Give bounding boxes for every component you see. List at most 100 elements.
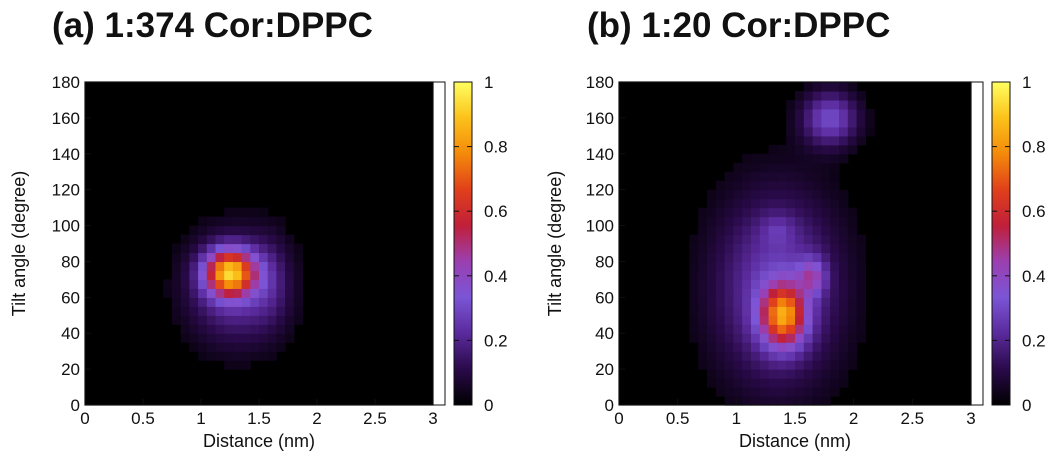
colorbar-tick-label: 0.8	[484, 138, 508, 157]
heatmap-cell	[198, 252, 208, 263]
heatmap-cell	[180, 297, 190, 307]
heatmap-cell	[172, 279, 182, 289]
heatmap-cell	[768, 270, 778, 280]
heatmap-cell	[285, 333, 295, 343]
heatmap-cell	[724, 180, 734, 191]
heatmap-cell	[751, 396, 761, 406]
heatmap-cell	[786, 342, 796, 352]
heatmap-cell	[232, 306, 243, 316]
x-tick-label: 3	[428, 409, 437, 428]
heatmap-cell	[733, 297, 743, 307]
y-tick-label: 180	[52, 73, 80, 92]
heatmap-cell	[232, 234, 243, 245]
heatmap-cell	[250, 342, 260, 352]
heatmap-cell	[795, 225, 805, 236]
heatmap-cell	[285, 297, 295, 307]
heatmap-cell	[250, 270, 260, 280]
y-tick-label: 60	[61, 288, 80, 307]
heatmap-cell	[795, 135, 805, 146]
heatmap-cell	[733, 324, 743, 334]
heatmap-cell	[724, 225, 734, 236]
heatmap-cell	[733, 216, 743, 227]
heatmap-cell	[803, 135, 814, 146]
heatmap-cell	[839, 324, 849, 334]
heatmap-cell	[267, 315, 277, 325]
heatmap-cell	[707, 207, 717, 218]
heatmap-cell	[742, 288, 752, 298]
heatmap-cell	[812, 261, 822, 272]
plot-edge-strip	[970, 81, 984, 406]
heatmap-cell	[847, 324, 858, 334]
heatmap-cell	[224, 315, 234, 325]
heatmap-cell	[821, 90, 831, 101]
y-tick-label: 20	[595, 360, 614, 379]
heatmap-cell	[777, 189, 787, 200]
heatmap-cell	[742, 315, 752, 325]
heatmap-cell	[856, 270, 866, 280]
heatmap-cell	[198, 261, 208, 272]
heatmap-cell	[198, 243, 208, 254]
heatmap-cell	[803, 189, 814, 200]
heatmap-cell	[803, 351, 814, 361]
heatmap-cell	[733, 306, 743, 316]
heatmap-cell	[241, 279, 251, 289]
heatmap-cell	[759, 162, 770, 173]
heatmap-cell	[847, 234, 858, 245]
heatmap-cell	[259, 252, 269, 263]
heatmap-cell	[724, 315, 734, 325]
heatmap-cell	[751, 198, 761, 209]
heatmap-cell	[803, 396, 814, 406]
heatmap-cell	[250, 279, 260, 289]
heatmap-cell	[839, 189, 849, 200]
heatmap-cell	[189, 261, 199, 272]
heatmap-cell	[786, 396, 796, 406]
heatmap-cell	[724, 207, 734, 218]
heatmap-cell	[259, 351, 269, 361]
heatmap-cell	[812, 225, 822, 236]
heatmap-cell	[742, 342, 752, 352]
heatmap-cell	[276, 216, 286, 227]
y-tick-label: 60	[595, 288, 614, 307]
heatmap-cell	[250, 234, 260, 245]
heatmap-cell	[707, 369, 717, 379]
heatmap-cell	[715, 315, 726, 325]
heatmap-cell	[795, 171, 805, 182]
heatmap-cell	[786, 324, 796, 334]
heatmap-cell	[847, 117, 858, 128]
heatmap-cell	[821, 342, 831, 352]
heatmap-cell	[733, 189, 743, 200]
heatmap-cell	[768, 279, 778, 289]
heatmap-cell	[715, 351, 726, 361]
heatmap-cell	[689, 315, 699, 325]
colorbar-tick-label: 0	[484, 396, 493, 415]
heatmap-cell	[759, 360, 770, 370]
y-tick-label: 140	[586, 145, 614, 164]
heatmap-cell	[267, 306, 277, 316]
heatmap-cell	[163, 279, 173, 289]
heatmap-cell	[224, 216, 234, 227]
heatmap-cell	[742, 153, 752, 164]
x-tick-label: 2	[312, 409, 321, 428]
heatmap-cells	[163, 207, 304, 370]
heatmap-cell	[751, 279, 761, 289]
heatmap-cell	[839, 351, 849, 361]
heatmap-cell	[786, 189, 796, 200]
heatmap-cell	[830, 108, 840, 119]
heatmap-cell	[293, 261, 304, 272]
heatmap-cell	[198, 234, 208, 245]
heatmap-cell	[768, 261, 778, 272]
heatmap-cell	[786, 171, 796, 182]
heatmap-cell	[232, 333, 243, 343]
heatmap-cell	[715, 180, 726, 191]
heatmap-cell	[267, 324, 277, 334]
heatmap-cell	[715, 342, 726, 352]
heatmap-cell	[189, 315, 199, 325]
x-tick-label: 0	[80, 409, 89, 428]
heatmap-cell	[795, 324, 805, 334]
heatmap-cell	[786, 198, 796, 209]
heatmap-cell	[786, 297, 796, 307]
heatmap-cell	[795, 90, 805, 101]
heatmap-cell	[267, 333, 277, 343]
heatmap-cell	[803, 82, 814, 92]
heatmap-cell	[786, 270, 796, 280]
